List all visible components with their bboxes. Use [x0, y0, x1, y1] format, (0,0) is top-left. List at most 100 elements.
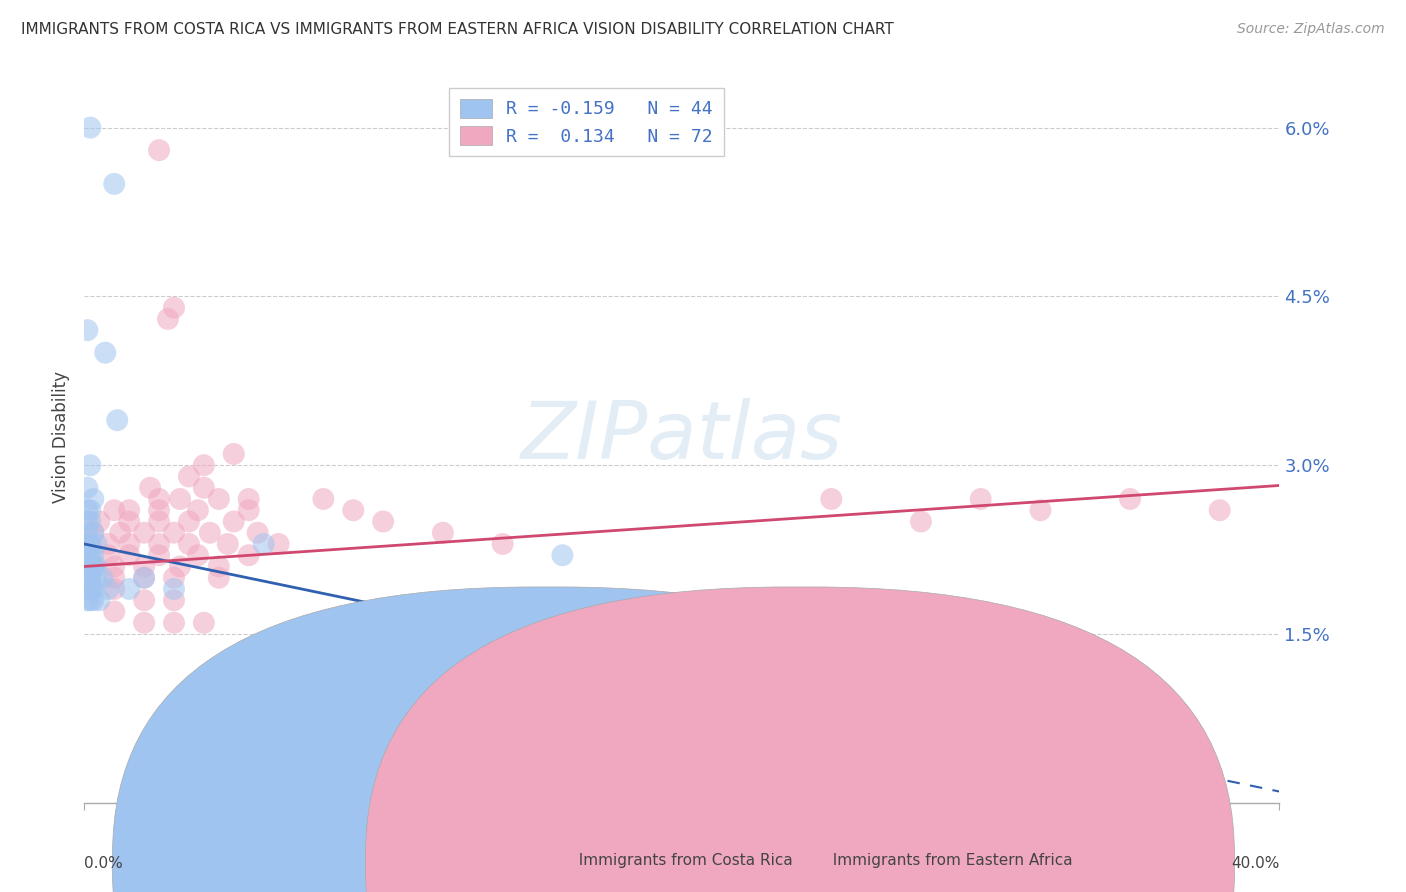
Point [312, 491, 335, 506]
Point [79, 515, 101, 529]
Text: Source: ZipAtlas.com: Source: ZipAtlas.com [1237, 22, 1385, 37]
Point [148, 537, 170, 551]
Point [132, 571, 156, 585]
Point [105, 413, 128, 427]
Point [157, 312, 180, 326]
Point [89, 515, 111, 529]
Point [79, 458, 101, 473]
Point [76, 571, 98, 585]
Point [432, 525, 454, 540]
Point [118, 515, 141, 529]
Point [193, 615, 215, 630]
Point [103, 582, 125, 596]
Point [177, 537, 200, 551]
Point [1029, 503, 1052, 517]
Point [76, 559, 98, 574]
Point [373, 515, 395, 529]
Point [267, 537, 290, 551]
Point [187, 548, 209, 562]
Point [103, 605, 125, 619]
Point [103, 177, 125, 191]
Point [671, 661, 693, 675]
Point [198, 525, 221, 540]
Point [1209, 503, 1232, 517]
Point [103, 503, 125, 517]
Point [89, 593, 111, 607]
Point [76, 515, 98, 529]
Point [79, 120, 101, 135]
Point [163, 615, 186, 630]
Point [208, 571, 231, 585]
Point [82, 548, 104, 562]
Text: 0.0%: 0.0% [84, 856, 124, 871]
Point [193, 458, 215, 473]
Point [163, 571, 186, 585]
Point [79, 593, 101, 607]
Text: 40.0%: 40.0% [1232, 856, 1279, 871]
Point [132, 593, 156, 607]
Point [97, 537, 120, 551]
Point [177, 515, 200, 529]
Point [118, 537, 141, 551]
Point [222, 447, 245, 461]
Point [86, 537, 108, 551]
Point [82, 582, 104, 596]
Point [103, 559, 125, 574]
Point [148, 503, 170, 517]
Point [82, 559, 104, 574]
Point [169, 559, 191, 574]
Text: ZIPatlas: ZIPatlas [520, 398, 844, 476]
Point [82, 525, 104, 540]
Point [94, 345, 117, 359]
Point [820, 491, 842, 506]
Point [79, 503, 101, 517]
Point [110, 525, 132, 540]
Point [238, 491, 260, 506]
Point [76, 503, 98, 517]
Point [76, 593, 98, 607]
Point [79, 571, 101, 585]
Point [82, 593, 104, 607]
Point [492, 537, 515, 551]
Point [82, 525, 104, 540]
Point [551, 548, 574, 562]
Point [76, 525, 98, 540]
Point [86, 571, 108, 585]
Legend: R = -0.159   N = 44, R =  0.134   N = 72: R = -0.159 N = 44, R = 0.134 N = 72 [449, 87, 724, 156]
Point [76, 323, 98, 337]
Point [163, 525, 186, 540]
Point [76, 481, 98, 495]
Point [238, 548, 260, 562]
Point [82, 491, 104, 506]
Point [79, 537, 101, 551]
Point [208, 559, 231, 574]
Point [246, 525, 269, 540]
Text: IMMIGRANTS FROM COSTA RICA VS IMMIGRANTS FROM EASTERN AFRICA VISION DISABILITY C: IMMIGRANTS FROM COSTA RICA VS IMMIGRANTS… [21, 22, 894, 37]
Point [253, 537, 276, 551]
Point [103, 571, 125, 585]
Point [222, 515, 245, 529]
Point [208, 491, 231, 506]
Text: Immigrants from Eastern Africa: Immigrants from Eastern Africa [823, 854, 1073, 868]
Point [79, 582, 101, 596]
Point [177, 469, 200, 483]
Point [76, 548, 98, 562]
Point [970, 615, 993, 630]
Point [217, 537, 239, 551]
Point [163, 593, 186, 607]
Point [86, 559, 108, 574]
Point [118, 582, 141, 596]
Point [97, 582, 120, 596]
Point [342, 503, 364, 517]
Y-axis label: Vision Disability: Vision Disability [52, 371, 70, 503]
Point [163, 582, 186, 596]
Point [91, 571, 114, 585]
Point [148, 548, 170, 562]
Point [970, 491, 993, 506]
Point [910, 515, 932, 529]
Point [76, 537, 98, 551]
Point [132, 525, 156, 540]
Point [79, 537, 101, 551]
Point [169, 491, 191, 506]
Point [163, 301, 186, 315]
